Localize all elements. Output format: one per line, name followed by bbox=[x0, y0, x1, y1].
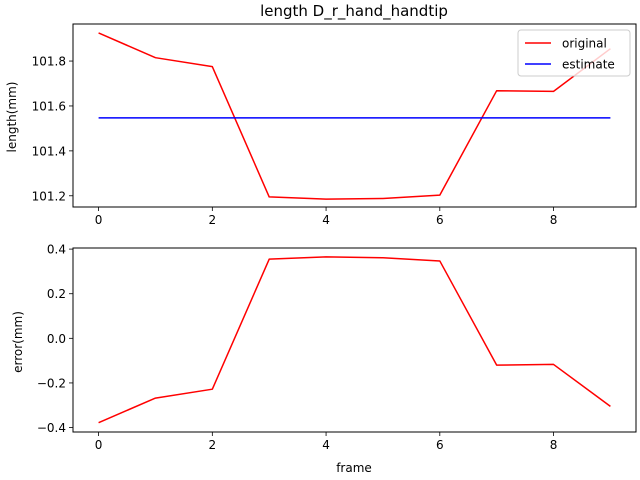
x-tick-label: 4 bbox=[322, 438, 330, 452]
x-axis-label: frame bbox=[336, 461, 372, 475]
chart-title: length D_r_hand_handtip bbox=[260, 2, 448, 21]
series-layer bbox=[98, 32, 611, 200]
x-tick-label: 8 bbox=[550, 213, 558, 227]
x-tick-label: 6 bbox=[436, 213, 444, 227]
subplot-error: error(mm) frame 0 2 4 6 8 −0.4 −0.2 0.0 0.2 0.4 bbox=[11, 243, 637, 475]
series-layer bbox=[98, 256, 611, 424]
x-tick-label: 0 bbox=[95, 213, 103, 227]
x-tick-label: 0 bbox=[95, 438, 103, 452]
x-tick-label: 2 bbox=[209, 438, 217, 452]
y-tick-label: 101.2 bbox=[32, 189, 66, 203]
x-tick-label: 8 bbox=[550, 438, 558, 452]
series-original-line bbox=[98, 32, 611, 200]
y-tick-label: 0.2 bbox=[47, 287, 66, 301]
y-tick-label: 101.8 bbox=[32, 55, 66, 69]
y-tick-label: 0.0 bbox=[47, 332, 66, 346]
ticks-layer: 0 2 4 6 8 101.2 101.4 101.6 101.8 bbox=[32, 55, 558, 227]
series-series-0-line bbox=[98, 256, 611, 424]
plot-frame bbox=[72, 23, 637, 208]
legend-estimate-label: estimate bbox=[562, 58, 615, 72]
y-tick-label: 101.6 bbox=[32, 99, 66, 113]
y-tick-label: 101.4 bbox=[32, 144, 66, 158]
subplot-length: length D_r_hand_handtip length(mm) 0 2 4 6 8… bbox=[5, 2, 637, 227]
ticks-layer: 0 2 4 6 8 −0.4 −0.2 0.0 0.2 0.4 bbox=[37, 243, 558, 452]
x-tick-label: 6 bbox=[436, 438, 444, 452]
y-tick-label: 0.4 bbox=[47, 243, 66, 257]
y-axis-label: error(mm) bbox=[11, 311, 25, 373]
legend: original estimate bbox=[517, 29, 631, 77]
y-tick-label: −0.2 bbox=[37, 376, 66, 390]
x-tick-label: 4 bbox=[322, 213, 330, 227]
legend-original-label: original bbox=[562, 37, 607, 51]
y-tick-label: −0.4 bbox=[37, 421, 66, 435]
plot-frame bbox=[72, 247, 637, 433]
y-axis-label: length(mm) bbox=[5, 82, 19, 153]
x-tick-label: 2 bbox=[209, 213, 217, 227]
